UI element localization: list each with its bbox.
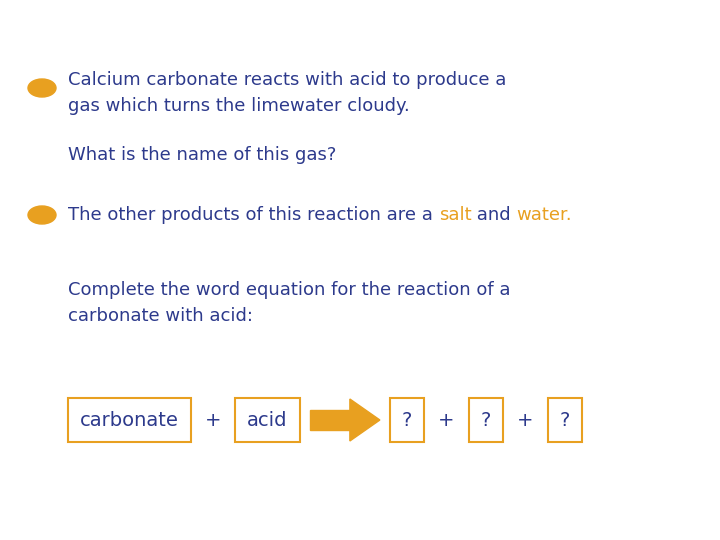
Text: ?: ? (402, 410, 413, 429)
Text: Calcium carbonate reacts with acid to produce a: Calcium carbonate reacts with acid to pr… (68, 71, 506, 89)
Text: carbonate with acid:: carbonate with acid: (68, 307, 253, 325)
Text: ?: ? (481, 410, 491, 429)
FancyBboxPatch shape (235, 398, 300, 442)
Text: acid: acid (248, 410, 288, 429)
Text: +: + (517, 410, 534, 429)
Text: salt: salt (438, 206, 472, 224)
Text: What is the name of this gas?: What is the name of this gas? (68, 146, 336, 164)
Ellipse shape (28, 206, 56, 224)
FancyBboxPatch shape (548, 398, 582, 442)
Bar (310, 410, 350, 430)
FancyBboxPatch shape (68, 398, 191, 442)
FancyBboxPatch shape (390, 398, 424, 442)
Text: ?: ? (559, 410, 570, 429)
Text: Complete the word equation for the reaction of a: Complete the word equation for the react… (68, 281, 510, 299)
FancyBboxPatch shape (469, 398, 503, 442)
Text: +: + (438, 410, 455, 429)
Text: +: + (205, 410, 221, 429)
Text: The other products of this reaction are a: The other products of this reaction are … (68, 206, 438, 224)
Text: and: and (472, 206, 517, 224)
Ellipse shape (28, 79, 56, 97)
Text: gas which turns the limewater cloudy.: gas which turns the limewater cloudy. (68, 97, 410, 115)
Polygon shape (350, 399, 380, 441)
Text: carbonate: carbonate (80, 410, 179, 429)
Text: water.: water. (517, 206, 572, 224)
